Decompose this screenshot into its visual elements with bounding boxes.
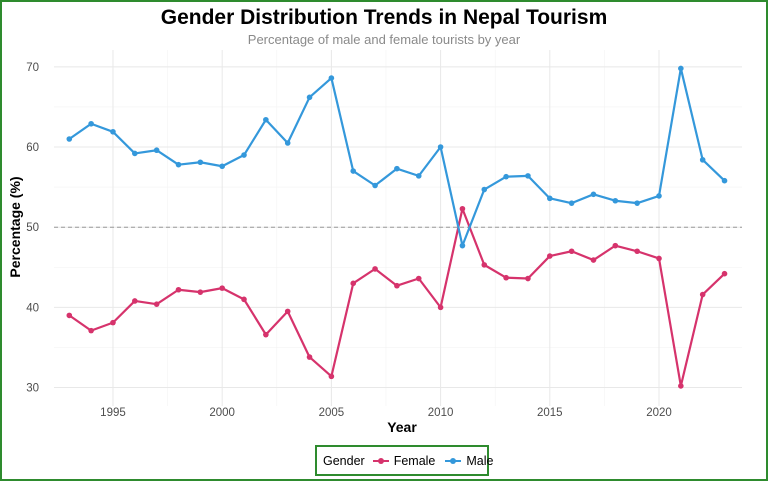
legend-label-female: Female [393,453,436,468]
data-point-female [459,205,466,212]
data-point-female [153,301,160,307]
data-point-male [721,177,728,184]
data-point-female [590,257,597,263]
data-point-male [219,163,225,170]
data-point-female [66,312,73,319]
data-point-male [66,136,73,142]
data-point-female [481,262,488,268]
x-tick-label: 2015 [537,407,563,419]
data-point-male [503,173,509,180]
data-point-male [481,186,488,193]
data-point-male [197,159,204,166]
y-tick-label: 30 [26,383,39,395]
data-point-male [153,147,160,154]
data-point-female [284,308,291,315]
data-point-male [372,182,378,189]
chart-title: Gender Distribution Trends in Nepal Tour… [160,6,608,29]
data-point-male [699,157,706,163]
data-point-female [678,383,684,389]
data-point-male [110,128,116,135]
data-point-female [372,266,378,272]
x-axis-label: Year [387,419,417,435]
chart-subtitle: Percentage of male and female tourists b… [247,32,521,47]
axis-layer: 1995 2000 2005 2010 2015 2020 30 40 50 60 70 [26,62,672,419]
data-point-male [263,116,269,123]
x-tick-label: 2020 [646,407,672,419]
data-point-male [546,195,553,202]
data-point-female [175,286,182,293]
data-point-male [612,197,619,204]
y-tick-label: 60 [26,142,39,154]
data-point-male [175,161,182,168]
legend-item-male: Male [445,454,493,468]
data-point-female [415,275,422,282]
data-point-female [197,289,204,295]
data-point-male [132,150,138,157]
data-point-male [590,191,597,198]
data-point-female [612,242,619,249]
data-point-female [241,296,247,303]
x-tick-label: 2000 [209,407,235,419]
data-point-female [634,248,640,255]
y-axis-label: Percentage (%) [7,176,23,277]
data-point-male [656,193,662,199]
data-point-female [568,248,575,255]
data-point-female [721,270,728,277]
legend-title: Gender [323,453,365,468]
data-point-male [350,168,357,174]
y-tick-label: 50 [26,222,39,234]
data-point-male [634,200,640,206]
data-point-male [241,152,247,158]
data-point-female [394,282,400,289]
data-point-male [525,173,531,179]
data-point-female [525,275,531,282]
data-point-male [459,242,466,249]
data-point-male [88,120,94,127]
x-tick-label: 1995 [100,407,126,419]
data-point-male [678,65,684,72]
data-point-male [328,75,335,81]
data-point-female [88,327,94,334]
data-point-female [437,304,444,311]
data-point-male [415,173,422,179]
data-point-female [546,253,553,259]
y-tick-label: 70 [26,62,39,74]
data-point-female [656,255,662,262]
data-point-female [219,285,225,291]
grid-layer [54,50,742,406]
data-point-female [306,354,313,360]
y-tick-label: 40 [26,302,39,314]
data-point-male [284,140,291,146]
legend-key-male [445,456,462,466]
data-point-female [350,280,357,287]
x-tick-label: 2010 [428,407,454,419]
data-point-female [263,331,269,338]
series-layer [66,65,728,389]
legend: Gender Female Male [315,445,493,476]
data-point-male [394,165,400,172]
data-point-female [503,274,509,281]
data-point-female [110,319,116,326]
data-point-male [306,94,313,101]
data-point-female [132,298,138,304]
legend-label-male: Male [466,453,494,468]
data-point-female [699,291,706,298]
legend-item-female: Female [372,453,436,468]
x-tick-label: 2005 [319,407,345,419]
data-point-male [437,144,444,150]
data-point-female [328,373,335,380]
data-point-male [568,200,575,206]
legend-key-female [372,456,389,466]
